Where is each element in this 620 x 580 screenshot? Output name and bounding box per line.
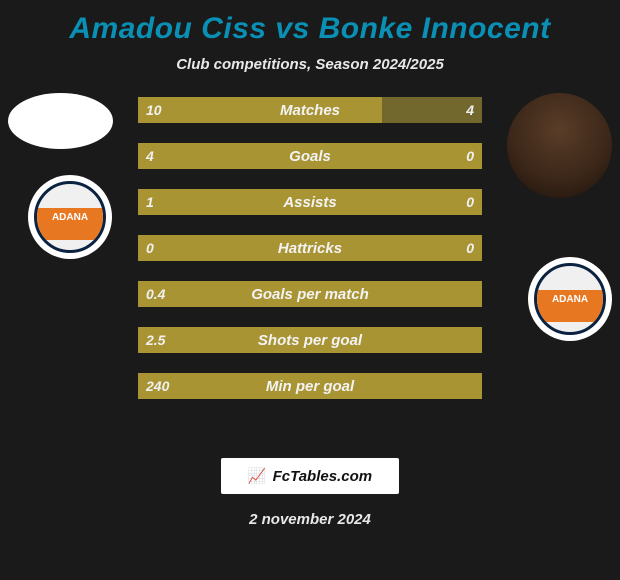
stat-label: Goals per match [138, 281, 482, 307]
player-right-avatar [507, 93, 612, 198]
stat-row: 104Matches [138, 97, 482, 123]
stat-row: 240Min per goal [138, 373, 482, 399]
chart-icon: 📈 [248, 467, 267, 485]
club-badge-right-inner: ADANA [534, 263, 606, 335]
stat-label: Shots per goal [138, 327, 482, 353]
page-title: Amadou Ciss vs Bonke Innocent [0, 0, 620, 46]
footer-date: 2 november 2024 [0, 511, 620, 528]
club-badge-right-text: ADANA [552, 294, 588, 305]
stat-row: 2.5Shots per goal [138, 327, 482, 353]
footer-brand-text: FcTables.com [273, 468, 372, 485]
club-badge-left: ADANA [28, 175, 112, 259]
stat-label: Goals [138, 143, 482, 169]
player-left-avatar [8, 93, 113, 149]
stat-row: 40Goals [138, 143, 482, 169]
stat-row: 00Hattricks [138, 235, 482, 261]
footer-brand: 📈 FcTables.com [221, 458, 399, 494]
subtitle: Club competitions, Season 2024/2025 [0, 56, 620, 73]
club-badge-left-inner: ADANA [34, 181, 106, 253]
stat-bars: 104Matches 40Goals 10Assists 00Hattricks 0.4… [138, 97, 482, 419]
stat-label: Min per goal [138, 373, 482, 399]
stat-row: 0.4Goals per match [138, 281, 482, 307]
club-badge-left-text: ADANA [52, 212, 88, 223]
club-badge-right: ADANA [528, 257, 612, 341]
stat-row: 10Assists [138, 189, 482, 215]
stat-label: Matches [138, 97, 482, 123]
stat-label: Hattricks [138, 235, 482, 261]
stat-label: Assists [138, 189, 482, 215]
